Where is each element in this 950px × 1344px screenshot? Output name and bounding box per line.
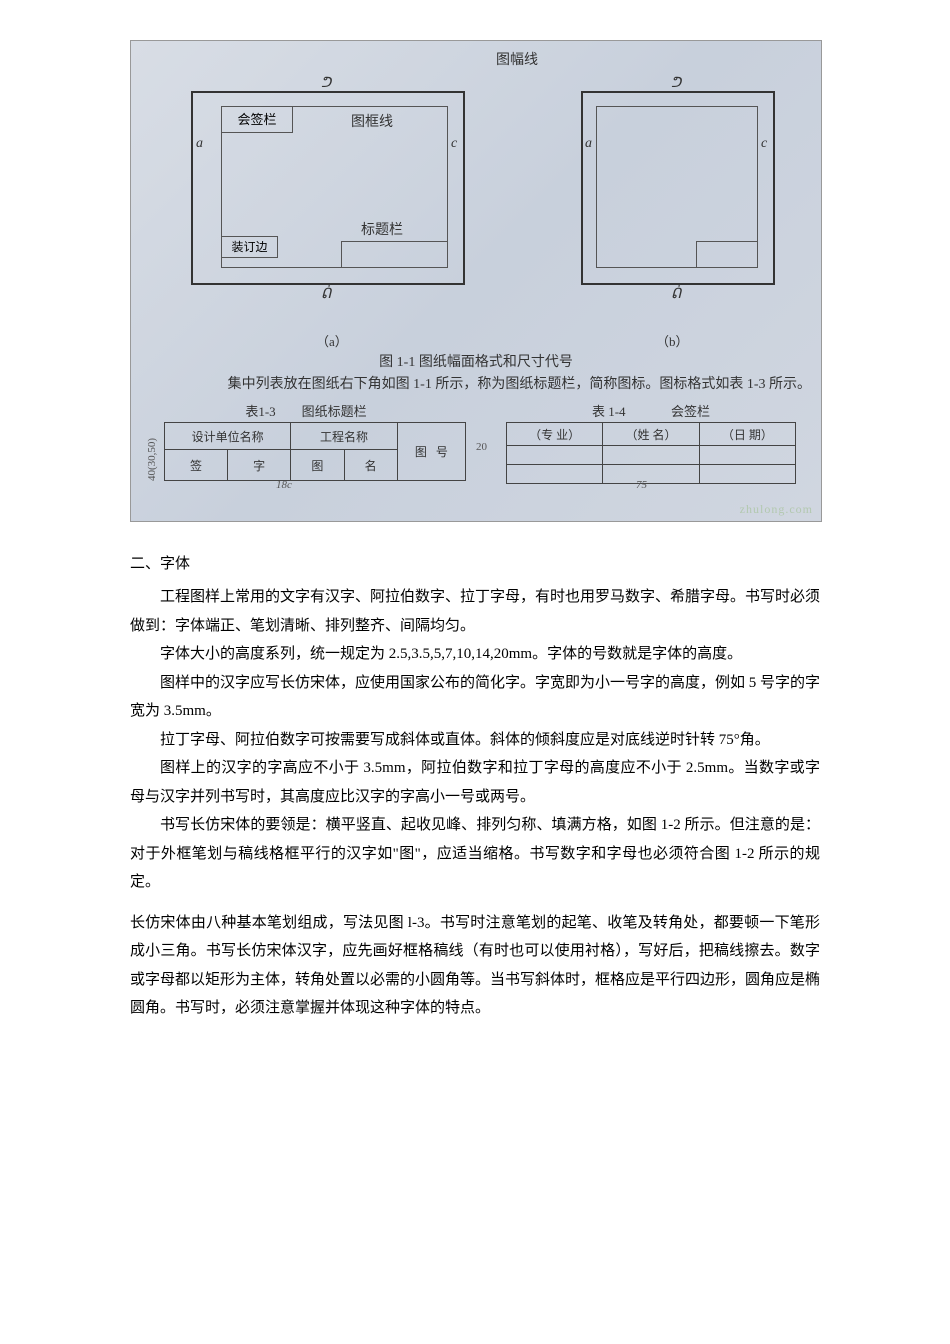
huiqian-box: 会签栏 xyxy=(221,106,293,133)
figure-panel-b: a c ᕤ ᕢ xyxy=(571,61,791,341)
t13-r1c1b: 名 xyxy=(344,450,397,481)
figure-1-1: 图幅线 会签栏 图框线 标题栏 装订边 a c ᕤ ᕢ xyxy=(130,40,822,522)
dim-letter-a-left: a xyxy=(196,136,203,152)
figure-caption: 图 1-1 图纸幅面格式和尺寸代号 xyxy=(131,351,821,371)
table13-under-dim: 18c xyxy=(276,479,292,491)
section-heading: 二、字体 xyxy=(130,552,820,573)
table13-title-right: 图纸标题栏 xyxy=(302,404,367,419)
t13-r1c1a: 图 xyxy=(291,450,344,481)
dim-letter-c-a: c xyxy=(451,136,457,152)
watermark: zhulong.com xyxy=(740,502,813,517)
label-tukuang-xian: 图框线 xyxy=(351,111,393,131)
label-tufu-xian: 图幅线 xyxy=(496,49,538,69)
table13-title: 表1-3 图纸标题栏 xyxy=(146,401,466,420)
t13-r01c2a: 图 xyxy=(415,445,427,459)
dim-letter-c-b: c xyxy=(761,136,767,152)
t14-c0: （专 业） xyxy=(507,423,603,446)
t14-c2: （日 期） xyxy=(699,423,795,446)
table-1-3: 表1-3 图纸标题栏 40(30,50) 设计单位名称 工程名称 图 号 xyxy=(146,401,466,481)
table13-grid: 设计单位名称 工程名称 图 号 签 字 图 名 xyxy=(164,422,466,481)
table13-title-left: 表1-3 xyxy=(245,404,275,419)
t13-r0c1: 工程名称 xyxy=(291,423,398,450)
figure-panel-a: 会签栏 图框线 标题栏 装订边 a c ᕤ ᕢ xyxy=(161,61,491,341)
paragraph-3: 图样中的汉字应写长仿宋体，应使用国家公布的简化字。字宽即为小一号字的高度，例如 … xyxy=(130,669,820,726)
t13-r1c0b: 字 xyxy=(228,450,291,481)
table-1-4: 表 1-4 会签栏 （专 业） （姓 名） （日 期） 75 xyxy=(506,401,796,484)
biaoti-box xyxy=(341,241,448,268)
table14-under-dim: 75 xyxy=(636,479,647,491)
paragraph-7: 长仿宋体由八种基本笔划组成，写法见图 l-3。书写时注意笔划的起笔、收笔及转角处… xyxy=(130,909,820,1023)
table14-grid: （专 业） （姓 名） （日 期） xyxy=(506,422,796,484)
paragraph-1: 工程图样上常用的文字有汉字、阿拉伯数字、拉丁字母，有时也用罗马数字、希腊字母。书… xyxy=(130,583,820,640)
biaoti-box-b xyxy=(696,241,758,268)
label-biaoti-lan: 标题栏 xyxy=(361,219,403,239)
paragraph-2: 字体大小的高度系列，统一规定为 2.5,3.5,5,7,10,14,20mm。字… xyxy=(130,640,820,669)
paragraph-5: 图样上的汉字的字高应不小于 3.5mm，阿拉伯数字和拉丁字母的高度应不小于 2.… xyxy=(130,754,820,811)
tables-row: 表1-3 图纸标题栏 40(30,50) 设计单位名称 工程名称 图 号 xyxy=(146,401,806,506)
zhuangding-box: 装订边 xyxy=(221,236,278,258)
t13-r0c0: 设计单位名称 xyxy=(165,423,291,450)
panel-b-label: （b） xyxy=(656,331,689,350)
table13-side-dim: 40(30,50) xyxy=(146,438,158,481)
paragraph-6: 书写长仿宋体的要领是：横平竖直、起收见峰、排列匀称、填满方格，如图 1-2 所示… xyxy=(130,811,820,897)
table13-right-dim: 20 xyxy=(476,441,487,453)
paragraph-4: 拉丁字母、阿拉伯数字可按需要写成斜体或直体。斜体的倾斜度应是对底线逆时针转 75… xyxy=(130,726,820,755)
figure-subtext: 集中列表放在图纸右下角如图 1-1 所示，称为图纸标题栏，简称图标。图标格式如表… xyxy=(218,373,811,393)
t13-r1c0a: 签 xyxy=(165,450,228,481)
t13-r01c2b: 号 xyxy=(436,445,448,459)
dim-letter-a-b: a xyxy=(585,136,592,152)
table14-title-left: 表 1-4 xyxy=(592,404,626,419)
t14-c1: （姓 名） xyxy=(603,423,699,446)
panel-a-label: （a） xyxy=(316,331,348,350)
table14-title-right: 会签栏 xyxy=(671,404,710,419)
table14-title: 表 1-4 会签栏 xyxy=(506,401,796,420)
